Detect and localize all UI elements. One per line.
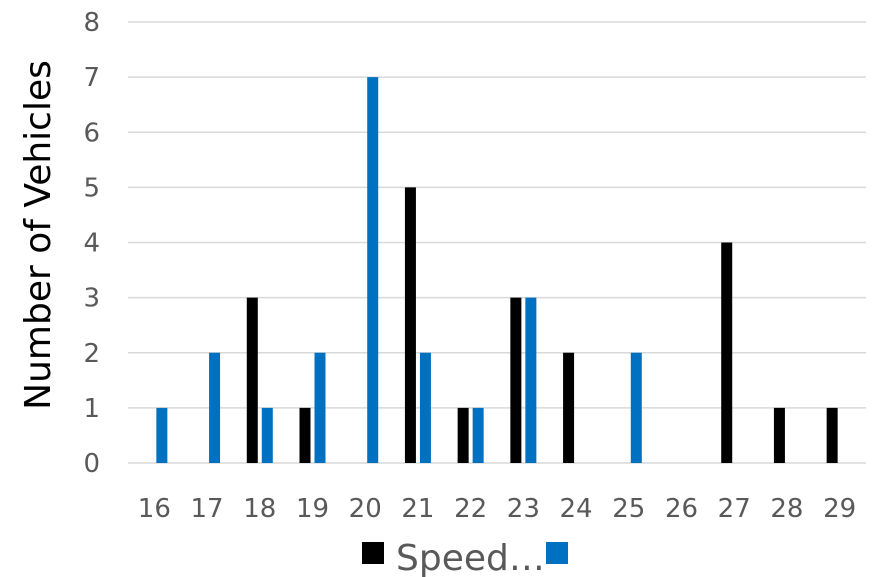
x-tick-label: 28 — [770, 494, 803, 524]
y-tick-label: 6 — [83, 118, 100, 148]
bar-series1-22 — [457, 407, 469, 463]
bar-series1-29 — [826, 407, 838, 463]
bar-series1-23 — [510, 297, 522, 463]
x-tick-label: 27 — [718, 494, 751, 524]
y-tick-label: 8 — [83, 8, 100, 38]
y-tick-label: 5 — [83, 173, 100, 203]
x-tick-label: 17 — [191, 494, 224, 524]
x-tick-label: 19 — [296, 494, 329, 524]
bar-series2-25 — [630, 352, 642, 463]
x-tick-label: 23 — [507, 494, 540, 524]
bar-series1-28 — [773, 407, 785, 463]
legend-swatch-series2 — [546, 542, 568, 564]
bar-series2-20 — [367, 77, 379, 463]
y-tick-label: 4 — [83, 229, 100, 259]
bar-series2-17 — [209, 352, 221, 463]
x-tick-label: 26 — [665, 494, 698, 524]
x-tick-label: 25 — [612, 494, 645, 524]
bar-series2-16 — [156, 407, 168, 463]
bars — [156, 77, 838, 463]
x-tick-label: 24 — [560, 494, 593, 524]
y-tick-label: 1 — [83, 394, 100, 424]
y-tick-label: 0 — [83, 449, 100, 479]
x-axis-ticks: 16 17 18 19 20 21 22 23 24 25 26 27 28 29 — [138, 494, 856, 524]
bar-series1-24 — [563, 352, 575, 463]
bar-series2-19 — [314, 352, 326, 463]
bar-series2-21 — [419, 352, 431, 463]
legend-swatch-series1 — [362, 542, 384, 564]
y-axis-title: Number of Vehicles — [18, 60, 59, 410]
x-tick-label: 18 — [243, 494, 276, 524]
gridlines — [128, 21, 866, 464]
x-tick-label: 21 — [401, 494, 434, 524]
bar-series1-27 — [721, 242, 733, 463]
y-axis-ticks: 0 1 2 3 4 5 6 7 8 — [83, 8, 100, 479]
bar-series2-18 — [261, 407, 273, 463]
y-tick-label: 2 — [83, 339, 100, 369]
x-tick-label: 20 — [349, 494, 382, 524]
bar-series2-23 — [525, 297, 537, 463]
x-tick-label: 16 — [138, 494, 171, 524]
y-tick-label: 7 — [83, 63, 100, 93]
bar-series1-18 — [246, 297, 258, 463]
legend: Speed… — [362, 538, 568, 577]
y-tick-label: 3 — [83, 284, 100, 314]
bar-series2-22 — [472, 407, 484, 463]
x-tick-label: 29 — [823, 494, 856, 524]
bar-series1-19 — [299, 407, 311, 463]
legend-label-series1: Speed… — [396, 538, 545, 577]
x-tick-label: 22 — [454, 494, 487, 524]
bar-series1-21 — [404, 187, 416, 463]
